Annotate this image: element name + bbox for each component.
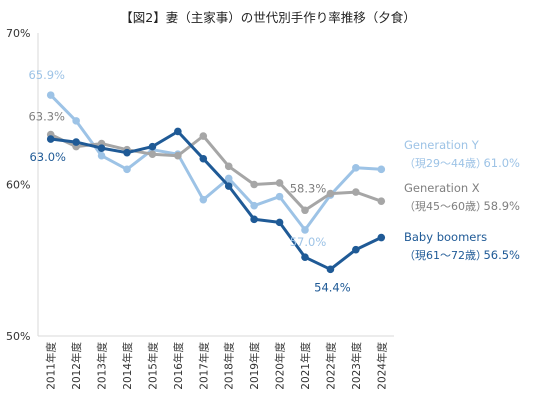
series-2-point	[199, 132, 208, 140]
series-2-point	[377, 197, 386, 205]
legend-series-age-range: （現61～72歳）	[404, 249, 487, 262]
x-tick-label: 2015年度	[146, 342, 159, 390]
legend-series-latest-value: 58.9%	[483, 199, 520, 213]
x-tick-label: 2022年度	[324, 342, 337, 390]
series-3-point	[275, 218, 284, 227]
series-3-point	[250, 215, 258, 224]
x-tick-label: 2019年度	[248, 342, 261, 390]
legend-series-name: Baby boomers	[404, 230, 487, 244]
series-1-point	[250, 201, 258, 210]
x-tick-label: 2021年度	[299, 342, 312, 390]
series-2-point	[326, 189, 335, 198]
series-1-point	[352, 164, 360, 172]
series-2-point	[275, 179, 284, 187]
x-tick-label: 2024年度	[375, 342, 388, 390]
series-1-point	[46, 91, 55, 99]
series-1-point	[72, 117, 80, 125]
y-tick-label: 50%	[6, 330, 30, 343]
series-3-point	[123, 148, 131, 157]
series-line-2	[49, 133, 383, 212]
legend-series-age-range: （現29～44歳）	[404, 157, 487, 170]
data-label: 57.0%	[290, 235, 327, 249]
series-1-point	[377, 165, 386, 174]
series-3-point	[224, 182, 233, 190]
series-line-3	[49, 130, 383, 271]
series-2-point	[250, 180, 258, 189]
data-label: 58.3%	[290, 181, 327, 195]
series-2-point	[174, 151, 182, 160]
legend-series-name: Generation X	[404, 181, 480, 195]
series-3-point	[352, 245, 360, 254]
legend-series-latest-value: 61.0%	[483, 156, 520, 170]
x-tick-label: 2020年度	[274, 342, 287, 390]
x-tick-label: 2011年度	[45, 342, 58, 390]
x-tick-label: 2016年度	[172, 342, 185, 390]
series-2-point	[301, 206, 309, 215]
series-3-point	[174, 127, 182, 136]
series-3-point	[301, 253, 309, 262]
series-line-1	[49, 93, 383, 232]
series-3-point	[72, 138, 80, 146]
x-tick-label: 2012年度	[70, 342, 83, 390]
series-2-point	[224, 162, 233, 171]
x-tick-label: 2017年度	[197, 342, 210, 390]
series-3-point	[97, 144, 106, 152]
data-label: 54.4%	[314, 280, 351, 294]
x-tick-label: 2013年度	[96, 342, 109, 390]
series-3-point	[199, 154, 208, 163]
series-3-point	[326, 265, 335, 274]
series-2-point	[352, 188, 360, 196]
series-1-point	[275, 192, 284, 201]
data-label: 63.0%	[29, 150, 66, 164]
data-label: 63.3%	[28, 110, 65, 124]
series-1-point	[199, 195, 208, 204]
legend-series-age-range: （現45～60歳）	[404, 200, 487, 213]
chart-title: 【図2】妻（主家事）の世代別手作り率推移（夕食）	[120, 10, 415, 25]
series-1-point	[224, 174, 233, 183]
y-tick-label: 70%	[6, 27, 30, 40]
series-1-point	[301, 226, 309, 234]
y-tick-label: 60%	[6, 179, 30, 192]
series-3-point	[148, 142, 157, 151]
legend-series-latest-value: 56.5%	[483, 248, 520, 262]
series-1-point	[123, 165, 131, 174]
series-2-point	[148, 150, 157, 158]
legend-series-name: Generation Y	[404, 138, 480, 152]
x-tick-label: 2018年度	[223, 342, 236, 390]
series-1-point	[97, 151, 106, 160]
x-tick-label: 2023年度	[350, 342, 363, 390]
data-label: 65.9%	[28, 68, 65, 82]
series-3-point	[46, 135, 55, 143]
x-tick-label: 2014年度	[121, 342, 134, 390]
series-3-point	[377, 233, 386, 242]
